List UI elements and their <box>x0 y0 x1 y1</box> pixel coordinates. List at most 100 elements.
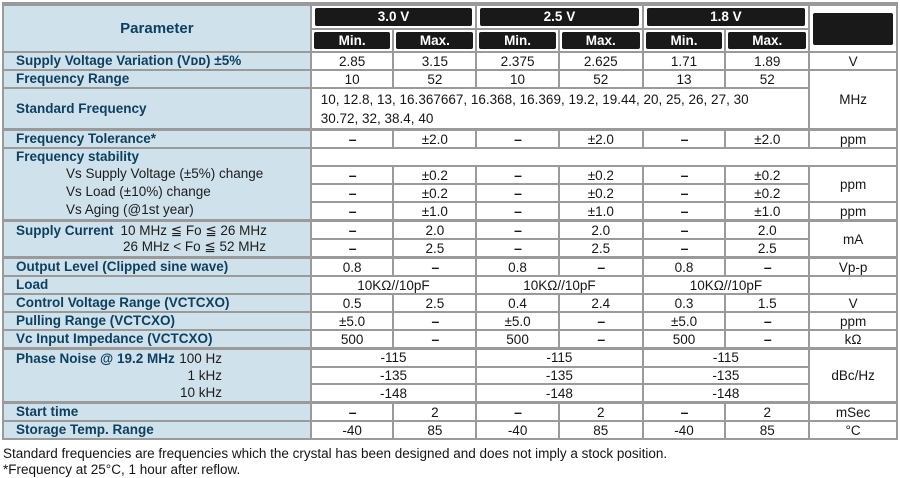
voltage-header-row: Parameter 3.0 V 2.5 V 1.8 V <box>4 4 896 51</box>
value-cell: -115 <box>641 347 809 366</box>
value-cell: 2.0 <box>724 219 809 238</box>
value-cell: 0.4 <box>475 293 558 311</box>
value-cell: ±0.2 <box>392 165 476 183</box>
value-cell: 13 <box>641 69 725 87</box>
value-cell: 2.5 <box>557 238 642 256</box>
unit-cell: mA <box>808 219 896 256</box>
value-cell: 10KΩ//10pF <box>475 275 642 293</box>
value-cell: ±1.0 <box>724 201 809 219</box>
param-cell: Load <box>4 275 310 293</box>
value-cell: -135 <box>475 365 642 384</box>
max-header-3v0: Max. <box>396 32 474 49</box>
value-cell: -135 <box>309 365 476 384</box>
value-cell: 2.5 <box>392 238 476 256</box>
row-storage-temp-range: Storage Temp. Range -40 85 -40 85 -40 85 °C <box>4 420 896 438</box>
value-cell: ±5.0 <box>309 311 393 329</box>
row-stability-vs-aging: Vs Aging (@1st year) – ±1.0– ±1.0– ±1.0 ppm <box>4 201 896 219</box>
footnotes: Standard frequencies are frequencies whi… <box>2 440 900 478</box>
value-cell: – <box>475 219 558 238</box>
value-cell: 10, 12.8, 13, 16.367667, 16.368, 16.369,… <box>309 87 809 128</box>
value-cell: 52 <box>557 69 642 87</box>
value-cell: -148 <box>641 383 809 401</box>
unit-cell: V <box>808 51 896 69</box>
minmax-header-row: Min. Max. Min. Max. Min. Max. <box>4 28 896 51</box>
value-cell: 1.89 <box>724 51 809 69</box>
value-cell: – <box>557 256 642 275</box>
row-stability-vs-load: Vs Load (±10%) change – ±0.2– ±0.2– ±0.2 <box>4 183 896 201</box>
value-cell: ±5.0 <box>641 311 725 329</box>
row-start-time: Start time –2–2–2 mSec <box>4 401 896 420</box>
value-cell: 2.5 <box>724 238 809 256</box>
value-cell: 2.0 <box>392 219 476 238</box>
value-cell: – <box>641 401 725 420</box>
value-cell: – <box>641 165 725 183</box>
value-cell: – <box>724 329 809 347</box>
value-cell: – <box>641 238 725 256</box>
value-cell: ±1.0 <box>392 201 476 219</box>
value-cell: – <box>475 128 558 147</box>
voltage-group-1v8: 1.8 V <box>641 4 809 28</box>
footnote-frequency-condition: *Frequency at 25°C, 1 hour after reflow. <box>3 462 241 477</box>
max-header-1v8: Max. <box>728 32 807 49</box>
value-cell: – <box>641 128 725 147</box>
value-cell: 2.85 <box>309 51 393 69</box>
value-cell: 2.4 <box>557 293 642 311</box>
unit-cell: dBc/Hz <box>808 347 896 401</box>
value-cell: 52 <box>724 69 809 87</box>
value-cell: 10 <box>309 69 393 87</box>
value-cell: 0.8 <box>641 256 725 275</box>
value-cell: 10KΩ//10pF <box>309 275 476 293</box>
row-control-voltage-range: Control Voltage Range (VCTCXO) 0.5 2.5 0.4 2… <box>4 293 896 311</box>
value-cell: – <box>557 329 642 347</box>
value-cell: 85 <box>392 420 476 438</box>
row-standard-frequency: Standard Frequency 10, 12.8, 13, 16.36766… <box>4 87 896 128</box>
value-cell: – <box>309 128 393 147</box>
voltage-1v8-label: 1.8 V <box>646 8 806 26</box>
value-cell: – <box>309 238 393 256</box>
max-header-2v5: Max. <box>561 32 640 49</box>
value-cell: – <box>309 219 393 238</box>
min-header-2v5: Min. <box>479 32 556 49</box>
value-cell: – <box>557 311 642 329</box>
value-cell: 52 <box>392 69 476 87</box>
voltage-group-3v0: 3.0 V <box>309 4 476 28</box>
value-cell: – <box>724 256 809 275</box>
row-phase-noise-1khz: -135 -135 -135 <box>4 365 896 384</box>
value-cell: 2.375 <box>475 51 558 69</box>
value-cell: – <box>475 201 558 219</box>
value-cell: 2.625 <box>557 51 642 69</box>
unit-cell: ppm <box>808 311 896 329</box>
parameter-header: Parameter <box>4 4 310 51</box>
value-cell: 1.5 <box>724 293 809 311</box>
row-phase-noise-100hz: Phase Noise @ 19.2 MHz 100 Hz 1 kHz 10 kHz -… <box>4 347 896 401</box>
param-cell: Frequency stability <box>4 147 310 165</box>
param-cell: Vc Input Impedance (VCTCXO) <box>4 329 310 347</box>
row-supply-current-high: –2.5–2.5–2.5 <box>4 238 896 256</box>
value-cell: 0.3 <box>641 293 725 311</box>
spec-table-body: Supply Voltage Variation (Vᴅᴅ) ±5% 2.85 3.… <box>4 51 896 438</box>
value-cell: – <box>309 165 393 183</box>
param-cell: Frequency Range <box>4 69 310 87</box>
value-cell: -40 <box>475 420 558 438</box>
value-cell: – <box>475 238 558 256</box>
value-cell: 1.71 <box>641 51 725 69</box>
value-cell: -115 <box>309 347 476 366</box>
unit-cell: V <box>808 293 896 311</box>
value-cell: – <box>475 165 558 183</box>
unit-cell: Vp-p <box>808 256 896 275</box>
footnote-standard-frequencies: Standard frequencies are frequencies whi… <box>3 446 668 461</box>
unit-cell: ppm <box>808 128 896 147</box>
row-phase-noise-10khz: -148 -148 -148 <box>4 383 896 401</box>
value-cell: 3.15 <box>392 51 476 69</box>
spec-table: Parameter 3.0 V 2.5 V 1.8 V Min. Max. Mi <box>2 2 898 440</box>
value-cell: – <box>392 311 476 329</box>
param-cell: Frequency Tolerance* <box>4 128 310 147</box>
value-cell: 2 <box>724 401 809 420</box>
value-cell: ±2.0 <box>557 128 642 147</box>
param-cell: Vs Load (±10%) change <box>4 183 310 201</box>
value-cell: ±0.2 <box>724 183 809 201</box>
param-cell: Pulling Range (VCTCXO) <box>4 311 310 329</box>
value-cell: 10 <box>475 69 558 87</box>
value-cell: – <box>641 183 725 201</box>
row-frequency-range: Frequency Range 10 52 10 52 13 52 MHz <box>4 69 896 128</box>
